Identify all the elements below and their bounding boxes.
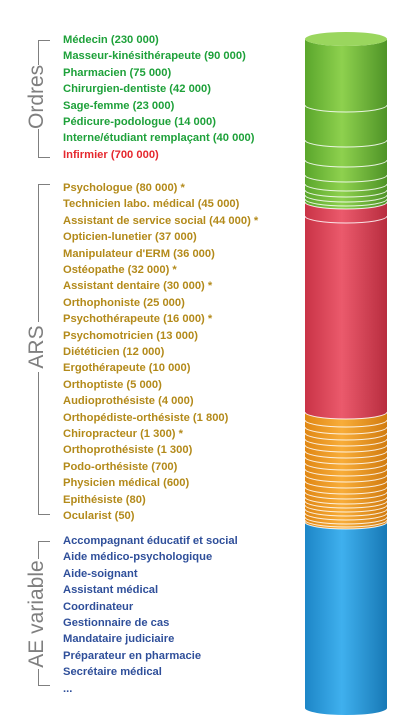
bracket-ordres-top-tick (38, 40, 50, 41)
cylinder-slice-line (304, 201, 388, 210)
profession-item: Coordinateur (63, 600, 134, 613)
profession-item: Sage-femme (23 000) (63, 99, 175, 112)
profession-item: Médecin (230 000) (63, 34, 159, 46)
profession-item: Assistant médical (63, 584, 159, 597)
cylinder-segment-infirmier (305, 202, 387, 419)
cylinder-slice-line (304, 194, 388, 203)
profession-item: Préparateur en pharmacie (63, 649, 202, 662)
profession-item: Orthopédiste-orthésiste (1 800) (63, 411, 229, 424)
profession-item: Orthoptiste (5 000) (63, 378, 162, 391)
profession-item: Aide médico-psychologique (63, 551, 213, 564)
cylinder-slice-line (304, 159, 388, 168)
cylinder-slice-line (304, 462, 388, 471)
cylinder-slice-line (304, 508, 388, 517)
bracket-ae-top-tick (38, 541, 50, 542)
profession-item: Gestionnaire de cas (63, 617, 170, 629)
cylinder-slice-line (304, 504, 388, 513)
profession-item: Psychologue (80 000) * (63, 182, 185, 194)
profession-item: Ergothérapeute (10 000) (63, 362, 191, 375)
profession-item: Ostéopathe (32 000) * (63, 264, 177, 276)
cylinder-slice-line (304, 450, 388, 459)
profession-item: Chiropracteur (1 300) * (63, 428, 183, 440)
profession-item: Accompagnant éducatif et social (63, 535, 238, 547)
profession-item: Mandataire judiciaire (63, 633, 175, 646)
cylinder-slice-line (304, 474, 388, 483)
profession-item: Orthophoniste (25 000) (63, 296, 185, 309)
cylinder-slice-line (304, 432, 388, 441)
cylinder-slice-line (304, 198, 388, 207)
profession-item: Physicien médical (600) (63, 477, 190, 490)
profession-item: Assistant de service social (44 000) * (63, 214, 259, 227)
profession-item: Podo-orthésiste (700) (63, 460, 178, 473)
cylinder-slice-line (304, 456, 388, 465)
profession-item: Interne/étudiant remplaçant (40 000) (63, 132, 255, 145)
bracket-ars-bottom-tick (38, 514, 50, 515)
profession-item: Aide-soignant (63, 567, 138, 580)
cylinder-slice-line (304, 491, 388, 500)
cylinder-slice-line (304, 480, 388, 489)
bracket-ars-top-tick (38, 184, 50, 185)
cylinder-slice-line (304, 500, 388, 509)
profession-item: Manipulateur d'ERM (36 000) (63, 247, 215, 260)
bracket-ae-bottom-tick (38, 685, 50, 686)
cylinder-slice-line (304, 419, 388, 428)
profession-item: Pédicure-podologue (14 000) (63, 116, 216, 128)
profession-item: Epithésiste (80) (63, 493, 146, 506)
cylinder-slice-line (304, 516, 388, 525)
cylinder-slice-line (304, 174, 388, 183)
cylinder-segment-ordres (305, 39, 387, 209)
profession-item: Audioprothésiste (4 000) (63, 395, 194, 408)
profession-item: Chirurgien-dentiste (42 000) (63, 83, 211, 96)
cylinder-slice-line (304, 521, 388, 530)
profession-item: Diététicien (12 000) (63, 346, 165, 358)
cylinder-slice-line (304, 496, 388, 505)
cylinder-slice-line (304, 411, 388, 420)
profession-item: Technicien labo. médical (45 000) (63, 198, 240, 211)
cylinder-slice-line (304, 104, 388, 113)
cylinder-slice-line (304, 426, 388, 435)
cylinder-slice-line (304, 438, 388, 447)
cylinder-segment-ae-variable (305, 522, 387, 715)
profession-item: Masseur-kinésithérapeute (90 000) (63, 50, 246, 63)
profession-item: Ocularist (50) (63, 510, 135, 522)
profession-item: Secrétaire médical (63, 666, 162, 679)
profession-item: Psychothérapeute (16 000) * (63, 313, 213, 326)
cylinder-slice-line (304, 512, 388, 521)
profession-item: Assistant dentaire (30 000) * (63, 280, 213, 293)
profession-item: ... (63, 682, 73, 695)
cylinder-top-cap (305, 32, 387, 46)
cylinder-slice-line (304, 183, 388, 192)
cylinder-slice-line (304, 189, 388, 198)
cylinder-slice-line (304, 519, 388, 528)
profession-item: Infirmier (700 000) (63, 148, 159, 161)
cylinder-slice-line (304, 444, 388, 453)
cylinder-slice-line (304, 139, 388, 148)
cylinder-slice-line (304, 215, 388, 224)
profession-item: Psychomotricien (13 000) (63, 329, 198, 342)
cylinder-slice-line (304, 468, 388, 477)
profession-item: Orthoprothésiste (1 300) (63, 444, 193, 457)
profession-item: Pharmacien (75 000) (63, 66, 172, 79)
cylinder-slice-line (304, 486, 388, 495)
bracket-ordres-bottom-tick (38, 157, 50, 158)
profession-item: Opticien-lunetier (37 000) (63, 231, 197, 244)
